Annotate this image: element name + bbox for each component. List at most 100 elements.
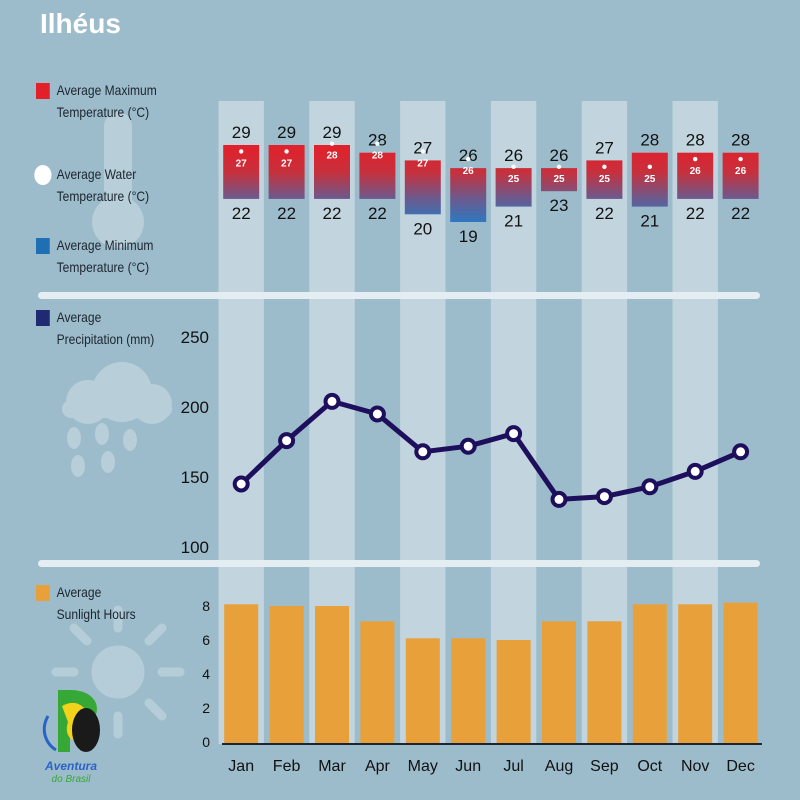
- max-temp-label: 26: [550, 146, 569, 165]
- legend-water-temp-line2: Temperature (°C): [56, 188, 150, 204]
- max-temp-label: 28: [640, 131, 659, 150]
- rain-cloud-icon: [62, 362, 172, 477]
- legend-min-temp: Average Minimum Temperature (°C): [36, 234, 153, 278]
- precipitation-point: [232, 475, 250, 493]
- min-temp-label: 21: [640, 212, 659, 231]
- precipitation-y-axis: 100 150 200 250: [181, 328, 209, 557]
- legend-max-temp-line1: Average Maximum: [56, 82, 157, 98]
- min-temp-label: 19: [459, 227, 478, 246]
- max-temp-label: 27: [595, 138, 614, 157]
- water-temp-dot: [693, 156, 698, 162]
- sunlight-bar: [587, 621, 622, 743]
- precipitation-point: [595, 488, 613, 506]
- sunlight-bar: [405, 638, 440, 743]
- sunlight-bar: [315, 606, 349, 743]
- legend-precipitation-line1: Average: [56, 309, 102, 325]
- max-temp-label: 29: [323, 123, 342, 142]
- water-temp-dot: [738, 156, 743, 162]
- water-temp-dot: [466, 156, 471, 162]
- sun-tick-label: 2: [202, 700, 210, 716]
- sun-tick-label: 4: [202, 666, 210, 682]
- sunlight-bar: [632, 604, 667, 743]
- legend-min-temp-line1: Average Minimum: [56, 237, 154, 253]
- precipitation-point: [732, 443, 750, 461]
- sunlight-chart: [224, 602, 758, 743]
- legend-precipitation: Average Precipitation (mm): [36, 306, 154, 350]
- water-temp-label: 25: [553, 174, 565, 185]
- water-temp-label: 25: [508, 174, 520, 185]
- min-temp-label: 22: [595, 204, 614, 223]
- precipitation-point: [323, 392, 341, 410]
- month-label: Dec: [726, 758, 754, 775]
- water-temp-label: 28: [326, 151, 338, 162]
- legend-swatch-max-temp: [36, 83, 50, 99]
- logo-text-line2: do Brasil: [52, 774, 92, 785]
- precipitation-chart: [232, 392, 750, 508]
- min-temp-label: 20: [413, 219, 432, 238]
- precipitation-point: [641, 478, 659, 496]
- water-temp-dot: [329, 141, 335, 146]
- legend-swatch-water-temp: [34, 165, 52, 185]
- precipitation-point: [550, 490, 568, 508]
- legend-water-temp: Average Water Temperature (°C): [34, 163, 150, 207]
- precipitation-point: [414, 443, 432, 461]
- water-temp-label: 26: [735, 166, 747, 177]
- max-temp-label: 26: [459, 146, 478, 165]
- month-label: Nov: [681, 758, 709, 775]
- water-temp-dot: [647, 164, 652, 169]
- month-label: Jan: [228, 758, 254, 775]
- min-temp-label: 23: [550, 196, 569, 215]
- water-temp-dot: [375, 141, 380, 146]
- month-label: May: [408, 758, 438, 775]
- max-temp-label: 29: [277, 123, 296, 142]
- legend-sunlight-line1: Average: [56, 584, 102, 600]
- temp-range-bar: [631, 152, 668, 207]
- legend-sunlight-line2: Sunlight Hours: [56, 606, 136, 622]
- legend-min-temp-line2: Temperature (°C): [56, 259, 150, 275]
- min-temp-label: 22: [232, 204, 251, 223]
- temp-range-bar: [268, 145, 305, 199]
- month-label: Jul: [503, 758, 523, 775]
- precip-tick-label: 100: [181, 538, 209, 557]
- water-temp-label: 26: [463, 166, 475, 177]
- max-temp-label: 28: [731, 131, 750, 150]
- precipitation-point: [368, 405, 386, 423]
- precipitation-point: [278, 432, 296, 450]
- water-temp-dot: [284, 149, 289, 154]
- precipitation-point: [505, 425, 523, 443]
- precip-tick-label: 200: [181, 398, 209, 417]
- sun-tick-label: 6: [202, 632, 210, 648]
- legend-swatch-min-temp: [36, 238, 50, 254]
- temp-range-bar: [404, 160, 441, 215]
- temp-range-bar: [450, 168, 487, 222]
- month-band: [490, 101, 537, 744]
- temp-range-bar: [541, 168, 577, 192]
- min-temp-label: 21: [504, 212, 523, 231]
- water-temp-dot: [602, 164, 607, 169]
- water-temp-label: 27: [281, 158, 293, 169]
- legend-water-temp-line1: Average Water: [56, 166, 137, 182]
- precip-tick-label: 150: [181, 468, 209, 487]
- water-temp-dot: [556, 164, 562, 169]
- thermometer-icon: [92, 112, 144, 248]
- sun-tick-label: 0: [202, 734, 210, 750]
- month-label: Sep: [590, 758, 619, 775]
- max-temp-label: 26: [504, 146, 523, 165]
- legend-precipitation-line2: Precipitation (mm): [56, 331, 155, 347]
- sunlight-bar: [224, 604, 259, 743]
- min-temp-label: 22: [323, 204, 342, 223]
- page-title: Ilhéus: [40, 8, 121, 39]
- legend-max-temp-line2: Temperature (°C): [56, 104, 150, 120]
- separator-temp-precip: [38, 292, 760, 299]
- min-temp-label: 22: [277, 204, 296, 223]
- month-label: Jun: [455, 758, 481, 775]
- min-temp-label: 22: [686, 204, 705, 223]
- legend-max-temp: Average Maximum Temperature (°C): [36, 79, 157, 123]
- logo-text-line1: Aventura: [44, 759, 97, 773]
- water-temp-label: 26: [690, 166, 702, 177]
- temp-range-bar: [314, 145, 350, 199]
- water-temp-dot: [511, 164, 516, 169]
- sun-tick-label: 8: [202, 598, 210, 614]
- separator-precip-sun: [38, 560, 760, 567]
